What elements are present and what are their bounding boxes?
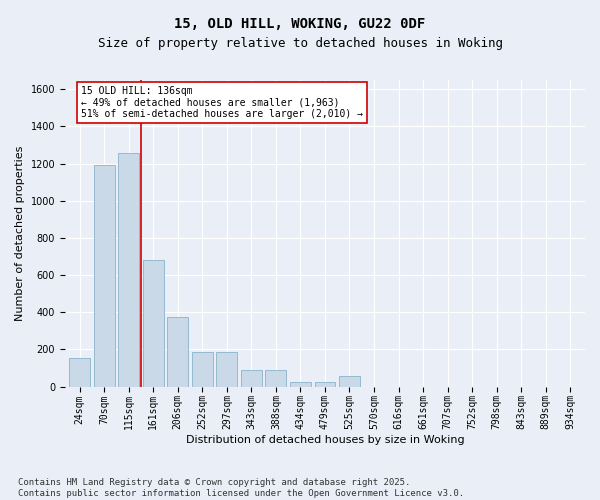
X-axis label: Distribution of detached houses by size in Woking: Distribution of detached houses by size … (185, 435, 464, 445)
Bar (314, 382, 335, 386)
Bar (143, 260, 164, 386)
Bar (69, 358, 90, 386)
Text: 15, OLD HILL, WOKING, GU22 0DF: 15, OLD HILL, WOKING, GU22 0DF (175, 18, 425, 32)
Y-axis label: Number of detached properties: Number of detached properties (15, 146, 25, 321)
Bar (167, 317, 188, 386)
Bar (339, 376, 360, 386)
Bar (217, 352, 237, 386)
Bar (241, 370, 262, 386)
Bar (118, 154, 139, 386)
Bar (192, 352, 213, 386)
Bar (265, 370, 286, 386)
Text: Size of property relative to detached houses in Woking: Size of property relative to detached ho… (97, 38, 503, 51)
Bar (290, 382, 311, 386)
Text: Contains HM Land Registry data © Crown copyright and database right 2025.
Contai: Contains HM Land Registry data © Crown c… (18, 478, 464, 498)
Text: 15 OLD HILL: 136sqm
← 49% of detached houses are smaller (1,963)
51% of semi-det: 15 OLD HILL: 136sqm ← 49% of detached ho… (81, 86, 363, 119)
Bar (94, 164, 115, 386)
